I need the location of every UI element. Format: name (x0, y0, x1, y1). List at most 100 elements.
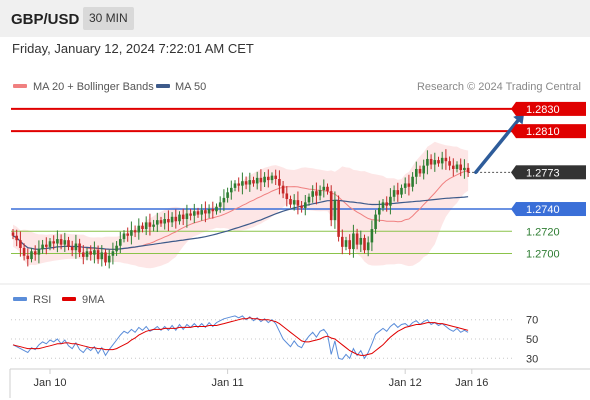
candle (167, 210, 170, 232)
candle (326, 183, 329, 195)
timeframe-badge[interactable]: 30 MIN (83, 7, 134, 30)
candle (222, 189, 226, 212)
candle (263, 172, 266, 187)
candle (26, 248, 30, 267)
candle (37, 240, 41, 264)
candle (252, 176, 255, 187)
candle (285, 186, 289, 207)
candle (104, 249, 107, 266)
candle (19, 231, 22, 257)
candle (141, 222, 144, 233)
level-tags: 1.2830 1.2810 1.2773 1.2740 1.2720 1.2700 (511, 101, 586, 261)
legend-rsi-swatch (13, 297, 27, 301)
candle (107, 249, 111, 269)
candle (400, 184, 403, 198)
candle (459, 158, 462, 177)
level-tag-pointer (511, 165, 516, 180)
candle (237, 177, 240, 192)
candle (244, 176, 248, 190)
legend-ma50-label: MA 50 (175, 81, 206, 93)
level-tag-support (516, 202, 586, 217)
level-tag-resistance (516, 124, 586, 139)
candle (341, 229, 344, 255)
candle (70, 240, 74, 257)
candle (348, 234, 351, 256)
candle (281, 180, 285, 199)
candle (407, 174, 411, 196)
level-tag-pointer (511, 124, 516, 139)
candle (333, 191, 337, 229)
candle (230, 180, 233, 200)
candle (292, 194, 296, 211)
candle (381, 199, 385, 212)
candle (296, 191, 300, 215)
ma20-line (12, 170, 469, 250)
time-tick-label: Jan 12 (389, 377, 422, 389)
candle (448, 156, 451, 171)
forecast-arrow (474, 112, 525, 175)
candle (156, 212, 159, 232)
candle (126, 227, 129, 242)
candle (22, 243, 26, 261)
candle (411, 172, 414, 192)
rsi-tick-label: 70 (526, 315, 538, 327)
level-tag-pointer (511, 101, 516, 116)
candle (255, 171, 259, 190)
candle (119, 231, 122, 254)
candle (392, 185, 396, 202)
candle (30, 247, 33, 263)
candle (181, 208, 185, 226)
candle (352, 224, 355, 258)
candle (270, 172, 274, 184)
candle (163, 213, 166, 230)
time-tick-label: Jan 11 (211, 377, 243, 389)
candle (200, 204, 203, 221)
forecast-arrow-shaft (474, 118, 520, 175)
candle (174, 209, 178, 229)
legend-rsi-ma-label: 9MA (82, 294, 105, 306)
candle (45, 237, 48, 255)
candles (11, 149, 470, 269)
legend-ma50-swatch (156, 84, 170, 88)
candle (152, 219, 155, 232)
candle (437, 156, 440, 167)
candle (329, 185, 333, 227)
candle (170, 212, 174, 228)
candle (444, 149, 448, 170)
ma50-line (12, 196, 469, 250)
candle (415, 161, 418, 185)
bollinger-band-area (13, 141, 469, 269)
candle (226, 187, 229, 203)
candle (455, 161, 459, 173)
candle (85, 247, 89, 261)
candle (144, 216, 148, 236)
candle (440, 151, 444, 170)
candle (207, 204, 211, 219)
candle (315, 182, 318, 205)
candle (289, 195, 292, 208)
level-tag-current (516, 165, 586, 180)
candle (63, 232, 67, 252)
candle (178, 211, 181, 225)
candle (33, 245, 37, 261)
candle (130, 221, 133, 245)
candle (337, 195, 340, 242)
candle (67, 236, 70, 251)
candle (215, 203, 218, 215)
candle (48, 237, 52, 251)
candle (370, 220, 374, 252)
candle (300, 201, 303, 213)
candle (374, 209, 377, 234)
candle (115, 241, 118, 256)
rsi-pane: 70 50 30 (11, 315, 538, 365)
candle (82, 245, 85, 265)
candle (185, 204, 189, 228)
level-tag-label: 1.2773 (526, 167, 560, 179)
candle (122, 230, 126, 243)
credit-label: Research © 2024 Trading Central (417, 81, 581, 93)
moving-averages (12, 170, 469, 250)
candle (248, 172, 252, 192)
rsi-ma-line (12, 317, 469, 356)
candle (52, 235, 55, 250)
